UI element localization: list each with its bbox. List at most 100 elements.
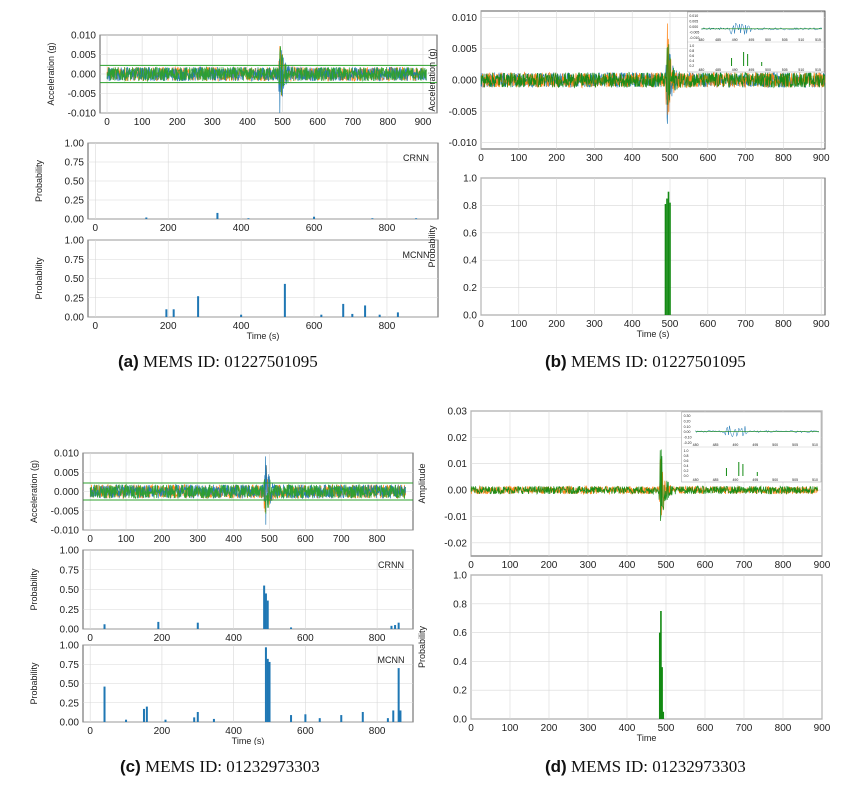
- x-tick-label: 200: [541, 723, 558, 734]
- bar: [145, 706, 148, 722]
- x-tick-label: 900: [415, 117, 432, 128]
- bar: [264, 647, 267, 722]
- caption-a: (a) MEMS ID: 01227501095: [118, 352, 318, 372]
- bar: [361, 711, 364, 722]
- y-tick-label: 0.25: [60, 605, 80, 616]
- x-tick-label: 100: [510, 319, 527, 330]
- x-tick-label: 800: [775, 560, 792, 571]
- inset-tick-label: 505: [782, 68, 788, 72]
- inset-ytick-label: 0.6: [689, 54, 694, 58]
- y-tick-label: 1.00: [65, 139, 85, 150]
- x-tick-label: 800: [369, 726, 386, 737]
- bar: [342, 303, 345, 317]
- figure: 0 100 200 300 400 500 600 700 800 900-0.010-0.005…: [29, 10, 831, 745]
- y-tick-label: 0.75: [65, 255, 85, 266]
- y-tick-label: 0.010: [71, 31, 96, 42]
- y-tick-label: 1.0: [453, 571, 467, 582]
- chart-d-prob: 0 100 200 300 400 500 600 700 800 900 0.0 0.2 0.4 0.6…: [417, 571, 831, 744]
- y-tick-label: 1.00: [65, 236, 85, 247]
- bar: [212, 718, 215, 722]
- x-tick-label: 900: [814, 723, 831, 734]
- y-tick-label: 0.005: [452, 44, 477, 55]
- x-tick-label: 0: [93, 321, 99, 332]
- series-line-Z: [480, 44, 826, 105]
- y-axis-label: Probability: [417, 625, 427, 668]
- y-tick-label: 0.4: [463, 256, 477, 267]
- x-tick-label: 600: [697, 723, 714, 734]
- bar: [364, 305, 367, 317]
- x-tick-label: 400: [624, 319, 641, 330]
- chart-a-mcnn: 0 200 400 600 800 0.00 0.25 0.50 0.75 1.00 Probabi…: [34, 236, 439, 341]
- x-tick-label: 0: [87, 534, 93, 545]
- x-tick-label: 900: [813, 153, 830, 164]
- bar: [103, 624, 106, 629]
- bar: [661, 667, 663, 719]
- x-tick-label: 400: [619, 723, 636, 734]
- x-tick-label: 600: [297, 633, 314, 644]
- x-tick-label: 200: [169, 117, 186, 128]
- y-tick-label: 0.02: [448, 433, 468, 444]
- bar: [266, 600, 269, 629]
- bar: [397, 622, 400, 629]
- y-tick-label: -0.010: [449, 138, 478, 149]
- x-tick-label: 700: [736, 723, 753, 734]
- caption-b: (b) MEMS ID: 01227501095: [545, 352, 746, 372]
- bar: [399, 710, 402, 722]
- y-tick-label: 0.75: [60, 660, 80, 671]
- caption-b-tag: (b): [545, 352, 567, 371]
- y-tick-label: 0.50: [60, 585, 80, 596]
- bar: [397, 668, 400, 722]
- caption-d: (d) MEMS ID: 01232973303: [545, 757, 746, 777]
- bar: [313, 216, 316, 219]
- model-label: MCNN: [403, 250, 430, 260]
- inset-ytick-label: 0.000: [689, 25, 698, 29]
- x-tick-label: 300: [580, 723, 597, 734]
- x-tick-label: 900: [813, 319, 830, 330]
- y-axis-label: Probability: [427, 225, 437, 268]
- x-tick-label: 600: [306, 321, 323, 332]
- x-tick-label: 200: [154, 534, 171, 545]
- x-axis-label: Time (s): [232, 736, 265, 745]
- y-tick-label: 0.6: [453, 628, 467, 639]
- x-tick-label: 400: [225, 534, 242, 545]
- inset-tick-label: 510: [812, 443, 818, 447]
- chart-b-wave: 0 100 200 300 400 500 600 700 800 900-0.010-0.005…: [427, 10, 830, 164]
- y-tick-label: 0.25: [65, 293, 85, 304]
- inset-tick-label: 490: [732, 478, 738, 482]
- x-tick-label: 200: [541, 560, 558, 571]
- inset: 480 485 490 495 500 505 510 515 480 485 490 495 500 5…: [687, 11, 825, 73]
- caption-d-text: MEMS ID: 01232973303: [570, 757, 746, 776]
- inset-ytick-label: 0.4: [684, 464, 689, 468]
- bar: [103, 686, 106, 722]
- inset-tick-label: 505: [792, 478, 798, 482]
- y-tick-label: -0.010: [51, 526, 80, 537]
- x-tick-label: 200: [548, 319, 565, 330]
- x-tick-label: 300: [580, 560, 597, 571]
- y-tick-label: 0.75: [60, 565, 80, 576]
- y-tick-label: 0.00: [60, 625, 80, 636]
- x-tick-label: 0: [93, 223, 99, 234]
- x-tick-label: 800: [379, 223, 396, 234]
- x-tick-label: 600: [699, 153, 716, 164]
- inset-tick-label: 500: [772, 478, 778, 482]
- inset-tick-label: 485: [715, 38, 721, 42]
- y-tick-label: 0.25: [60, 698, 80, 709]
- y-axis-label: Probability: [29, 568, 39, 611]
- series-line-Z: [106, 46, 427, 96]
- y-axis-label: Acceleration (g): [46, 42, 56, 105]
- inset-ytick-label: -0.010: [689, 36, 699, 40]
- bar: [263, 585, 266, 629]
- bar: [290, 715, 293, 722]
- inset-tick-label: 500: [772, 443, 778, 447]
- bar: [658, 632, 661, 719]
- x-tick-label: 300: [586, 319, 603, 330]
- inset-tick-label: 480: [693, 478, 699, 482]
- y-tick-label: 0.0: [453, 715, 467, 726]
- x-tick-label: 400: [225, 726, 242, 737]
- x-tick-label: 500: [261, 534, 278, 545]
- inset-ytick-label: 0.8: [684, 454, 689, 458]
- inset-tick-label: 500: [765, 68, 771, 72]
- y-axis-label: Acceleration (g): [29, 460, 39, 523]
- inset-tick-label: 480: [698, 38, 704, 42]
- x-axis-label: Time (s): [247, 331, 280, 341]
